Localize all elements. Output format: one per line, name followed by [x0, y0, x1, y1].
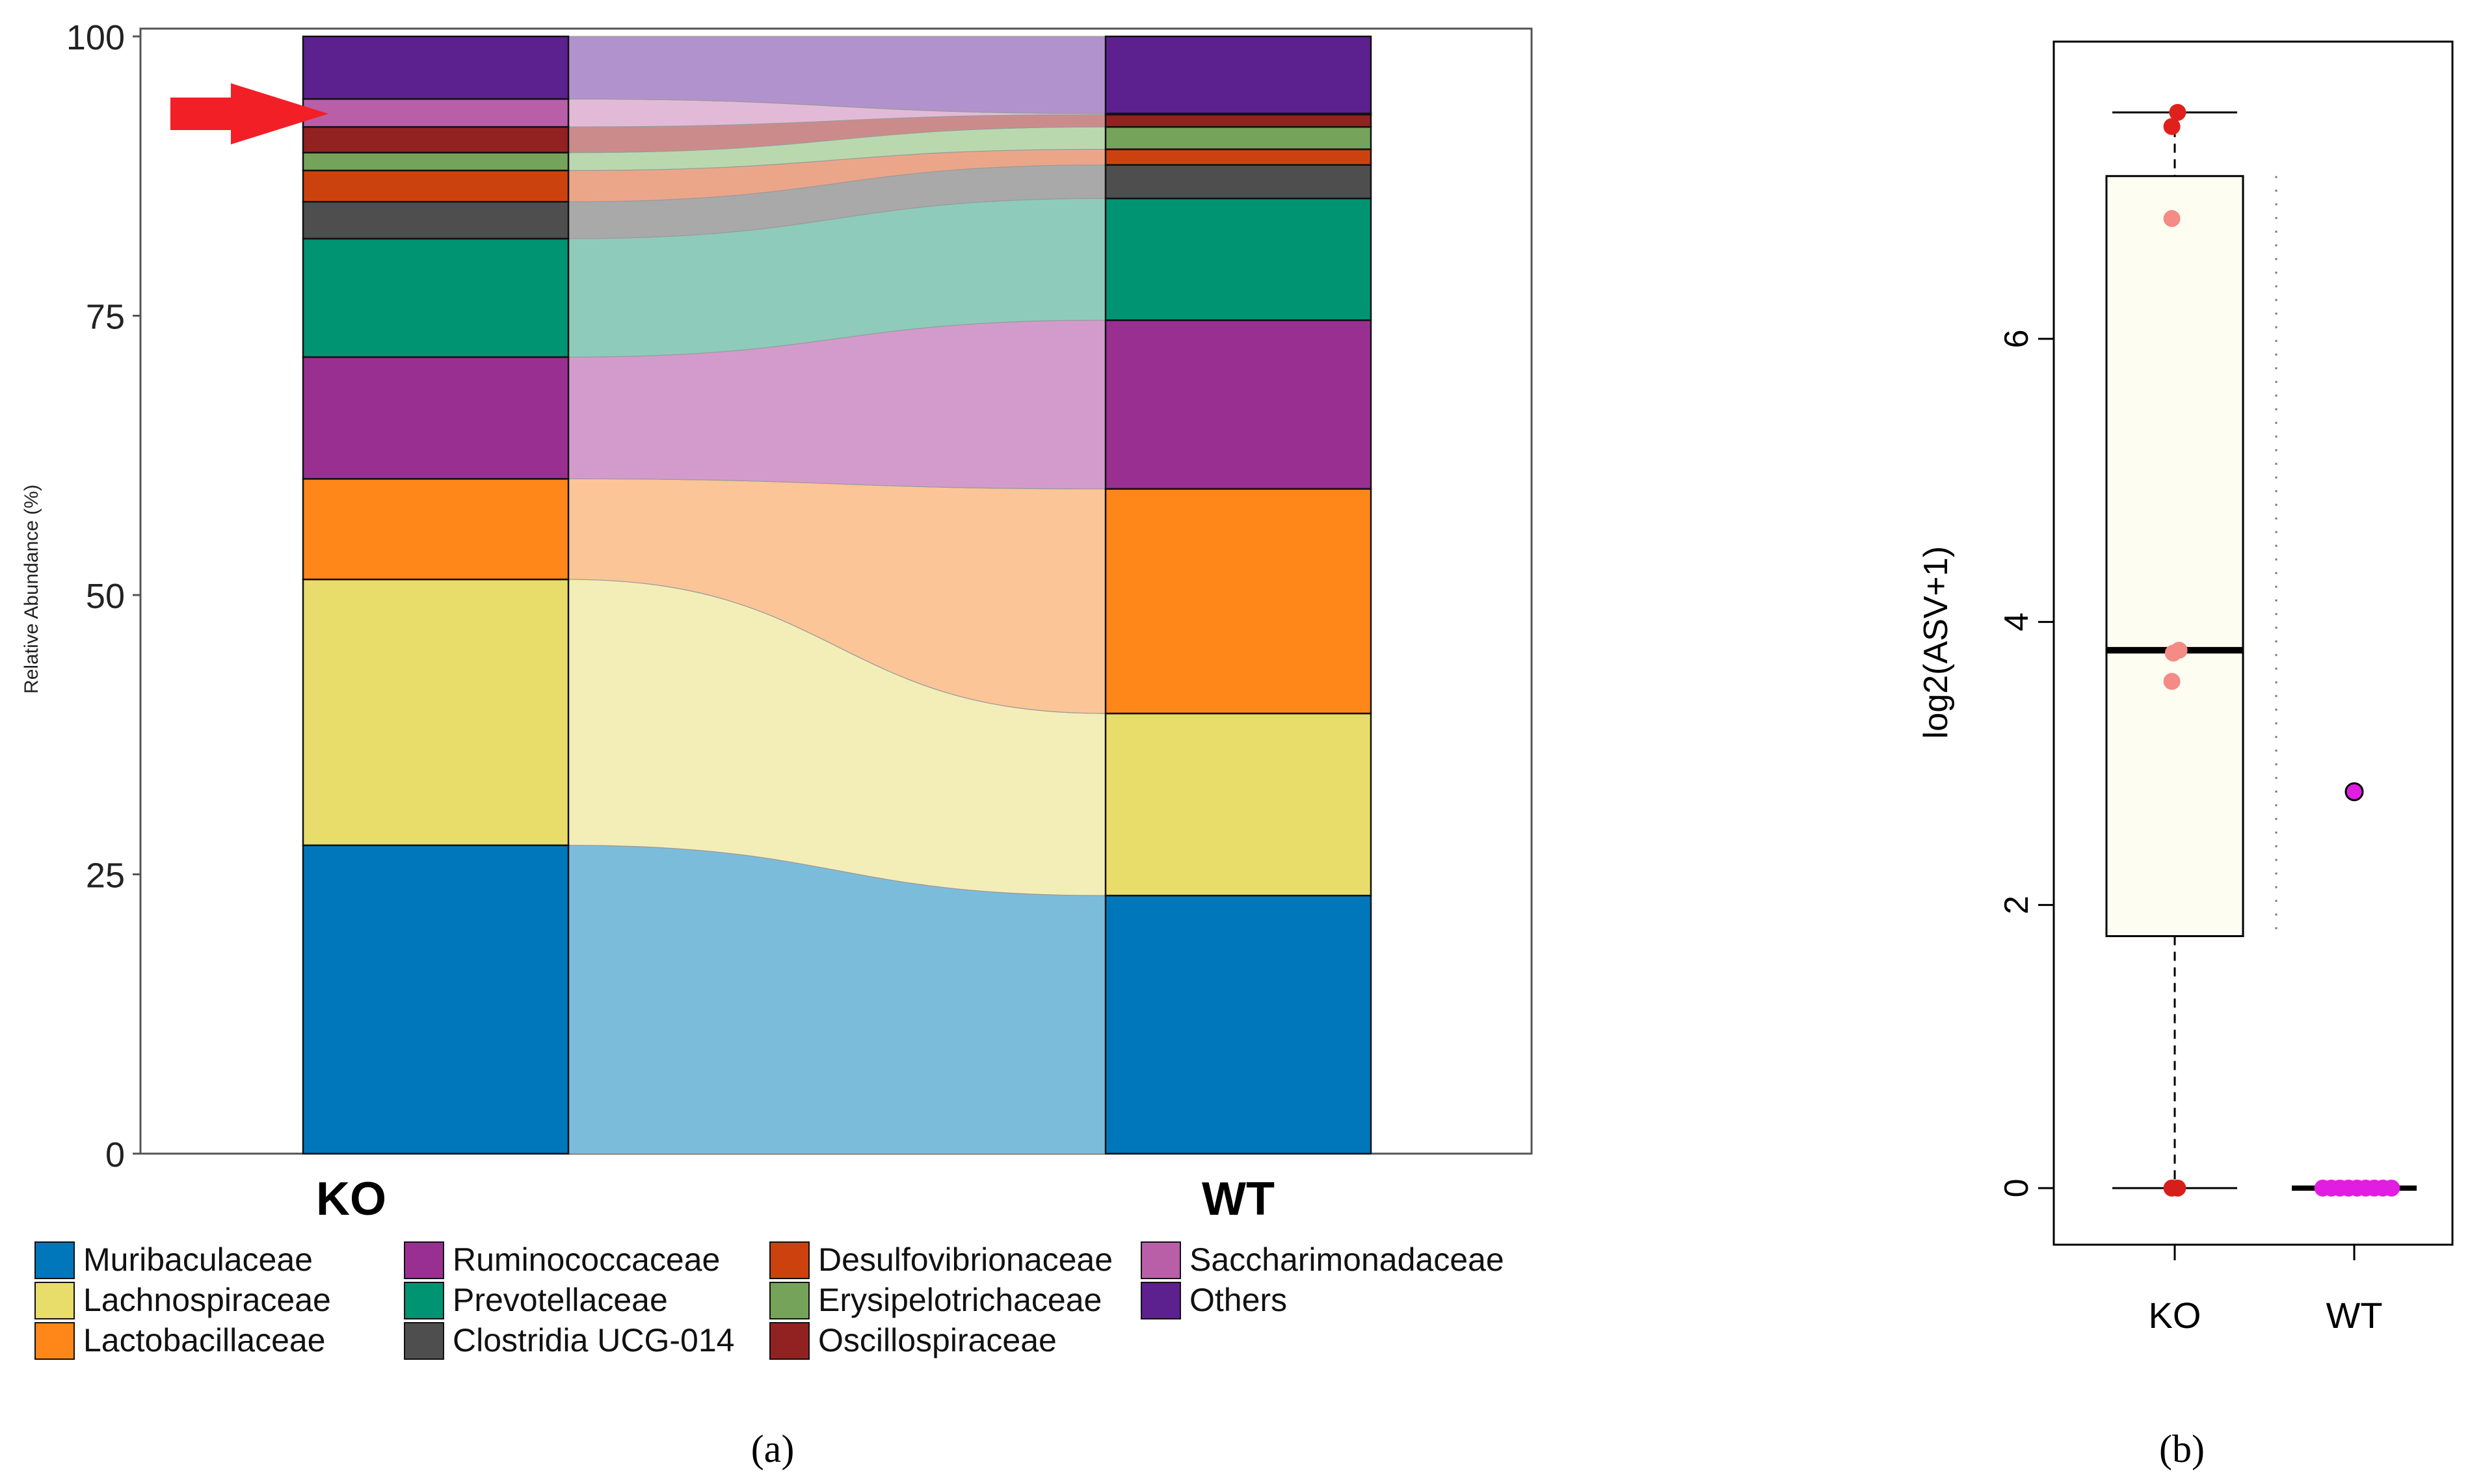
legend-label-ruminococcaceae: Ruminococcaceae — [453, 1241, 720, 1278]
panel-b-chart: 0 2 4 6 log2(ASV+1) KO WT (b) — [1917, 40, 2454, 1470]
legend-label-saccharimonadaceae: Saccharimonadaceae — [1189, 1241, 1504, 1278]
a-y-tick-label: 25 — [86, 856, 125, 895]
point-wt-17 — [2383, 1179, 2400, 1197]
bar-ko-desulfovibrionaceae — [302, 169, 570, 203]
legend-label-oscillospiraceae: Oscillospiraceae — [818, 1322, 1057, 1358]
a-y-tick-label: 50 — [86, 577, 125, 616]
legend-label-muribaculaceae: Muribaculaceae — [83, 1241, 313, 1278]
panel-a-bars — [302, 35, 1372, 1155]
point-wt-8 — [2344, 782, 2364, 802]
legend-swatch-others — [1141, 1282, 1181, 1319]
bar-ko-saccharimonadaceae — [302, 98, 570, 128]
box-ko — [2105, 175, 2244, 938]
bar-wt-desulfovibrionaceae — [1104, 148, 1372, 166]
bar-wt-lachnospiraceae — [1104, 712, 1372, 897]
panel-b-y-axis: 0 2 4 6 — [1998, 330, 2054, 1197]
panel-a-legend: Muribaculaceae Lachnospiraceae Lactobacill… — [34, 1241, 1504, 1360]
legend-label-others: Others — [1189, 1282, 1287, 1318]
bar-ko-lachnospiraceae — [302, 578, 570, 847]
bar-ko-others — [302, 35, 570, 100]
panel-a-label: (a) — [751, 1427, 795, 1470]
bar-ko-muribaculaceae — [302, 844, 570, 1155]
point-ko-1 — [2163, 118, 2181, 135]
legend-swatch-erysipelotrichaceae — [769, 1282, 810, 1319]
a-x-label-wt: WT — [1202, 1173, 1275, 1225]
legend-swatch-oscillospiraceae — [769, 1322, 810, 1360]
point-ko-0 — [2169, 103, 2186, 121]
b-y-tick-label: 4 — [1998, 613, 2036, 631]
bar-ko-erysipelotrichaceae — [302, 152, 570, 172]
legend-swatch-saccharimonadaceae — [1141, 1241, 1181, 1279]
legend-swatch-clostridia-ucg-014 — [404, 1322, 444, 1360]
bar-ko-lactobacillaceae — [302, 478, 570, 581]
bar-wt-prevotellaceae — [1104, 197, 1372, 321]
bar-ko-ruminococcaceae — [302, 356, 570, 480]
legend-swatch-lactobacillaceae — [34, 1322, 75, 1360]
point-ko-2 — [2163, 210, 2181, 228]
panel-b-x-labels: KO WT — [2149, 1245, 2383, 1336]
point-ko-4 — [2164, 644, 2182, 662]
panel-a-chart: 0 25 50 75 100 Relative Abundance (%) KO WT M… — [21, 18, 1533, 1470]
panel-a-x-labels: KO WT — [316, 1173, 1275, 1225]
legend-swatch-ruminococcaceae — [404, 1241, 444, 1279]
panel-a-y-axis: 0 25 50 75 100 — [66, 18, 140, 1174]
bar-wt-others — [1104, 35, 1372, 114]
legend-swatch-prevotellaceae — [404, 1282, 444, 1319]
b-x-label-wt: WT — [2326, 1295, 2382, 1336]
legend-swatch-desulfovibrionaceae — [769, 1241, 810, 1279]
panel-b-y-axis-label: log2(ASV+1) — [1917, 546, 1955, 739]
bar-ko-oscillospiraceae — [302, 126, 570, 153]
a-y-tick-label: 100 — [66, 18, 125, 57]
bar-wt-erysipelotrichaceae — [1104, 126, 1372, 150]
legend-swatch-lachnospiraceae — [34, 1282, 75, 1319]
panel-b-label: (b) — [2159, 1427, 2205, 1470]
point-ko-5 — [2163, 672, 2181, 690]
bar-ko-clostridia-ucg-014 — [302, 201, 570, 240]
legend-swatch-muribaculaceae — [34, 1241, 75, 1279]
b-y-tick-label: 2 — [1998, 895, 2036, 914]
bar-wt-muribaculaceae — [1104, 894, 1372, 1155]
a-x-label-ko: KO — [316, 1173, 386, 1225]
b-x-label-ko: KO — [2149, 1295, 2201, 1336]
bar-wt-clostridia-ucg-014 — [1104, 164, 1372, 200]
red-arrow-annotation — [170, 83, 328, 144]
b-y-tick-label: 0 — [1998, 1178, 2036, 1197]
panel-b-points — [2163, 103, 2400, 1197]
a-y-tick-label: 75 — [86, 298, 125, 337]
panel-a-flows — [568, 36, 1106, 1154]
a-y-tick-label: 0 — [105, 1135, 125, 1174]
legend-label-desulfovibrionaceae: Desulfovibrionaceae — [818, 1241, 1113, 1278]
bar-ko-prevotellaceae — [302, 237, 570, 358]
legend-label-prevotellaceae: Prevotellaceae — [453, 1282, 668, 1318]
b-y-tick-label: 6 — [1998, 330, 2036, 349]
legend-label-clostridia-ucg-014: Clostridia UCG-014 — [453, 1322, 734, 1358]
legend-label-lactobacillaceae: Lactobacillaceae — [83, 1322, 326, 1358]
bar-wt-oscillospiraceae — [1104, 114, 1372, 128]
legend-label-erysipelotrichaceae: Erysipelotrichaceae — [818, 1282, 1102, 1318]
legend-label-lachnospiraceae: Lachnospiraceae — [83, 1282, 331, 1318]
bar-wt-lactobacillaceae — [1104, 488, 1372, 715]
panel-a-y-axis-label: Relative Abundance (%) — [21, 484, 42, 694]
point-ko-7 — [2169, 1179, 2186, 1197]
bar-wt-ruminococcaceae — [1104, 319, 1372, 490]
red-arrow-icon — [170, 83, 328, 144]
